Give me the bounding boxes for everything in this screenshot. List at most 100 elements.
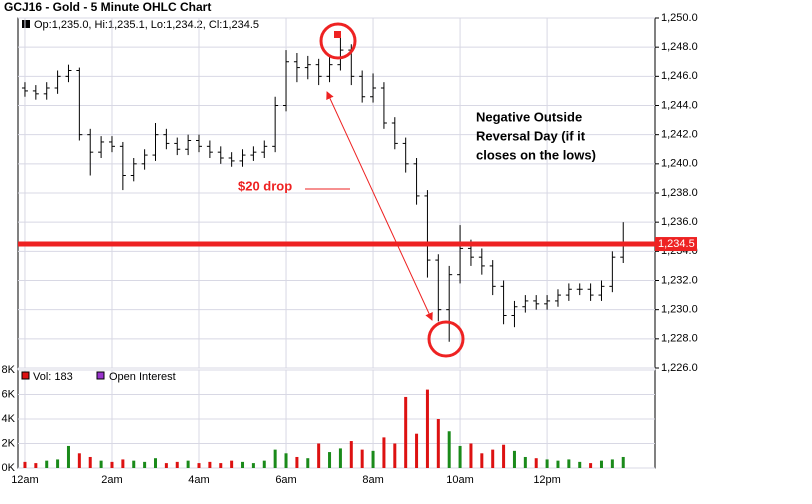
y-tick-label: 1,250.0 bbox=[661, 12, 698, 24]
highlight-circle bbox=[319, 22, 357, 60]
volume-bar bbox=[534, 458, 538, 468]
volume-tick-label: 4K bbox=[2, 413, 16, 425]
volume-bar bbox=[545, 459, 549, 468]
x-tick-label: 10am bbox=[446, 474, 474, 486]
x-tick-label: 2am bbox=[101, 474, 122, 486]
volume-bar bbox=[491, 449, 495, 468]
volume-tick-label: 2K bbox=[2, 437, 16, 449]
x-tick-label: 12pm bbox=[533, 474, 561, 486]
volume-bar bbox=[121, 459, 125, 468]
volume-bar bbox=[45, 460, 49, 468]
volume-bar bbox=[393, 443, 397, 468]
volume-tick-label: 8K bbox=[2, 364, 16, 376]
volume-bar bbox=[251, 463, 255, 468]
volume-bar bbox=[480, 453, 484, 468]
y-tick-label: 1,246.0 bbox=[661, 70, 698, 82]
volume-bar bbox=[556, 460, 560, 468]
volume-bar bbox=[295, 456, 299, 468]
volume-bar bbox=[349, 441, 353, 468]
volume-bar bbox=[273, 449, 277, 468]
volume-bar bbox=[153, 458, 157, 468]
volume-bar bbox=[502, 444, 506, 468]
volume-bar bbox=[338, 448, 342, 468]
volume-bar bbox=[175, 461, 179, 468]
volume-bar bbox=[306, 458, 310, 468]
volume-tick-label: 6K bbox=[2, 388, 16, 400]
y-tick-label: 1,236.0 bbox=[661, 216, 698, 228]
y-tick-label: 1,232.0 bbox=[661, 274, 698, 286]
volume-tick-label: 0K bbox=[2, 462, 16, 474]
volume-bar bbox=[132, 460, 136, 468]
reversal-note: Reversal Day (if it bbox=[476, 128, 586, 143]
highlight-circle bbox=[427, 320, 465, 358]
volume-bar bbox=[458, 445, 462, 468]
volume-bar bbox=[469, 443, 473, 468]
chart-title: GCJ16 - Gold - 5 Minute OHLC Chart bbox=[4, 0, 211, 14]
volume-bar bbox=[567, 459, 571, 468]
x-tick-label: 6am bbox=[275, 474, 296, 486]
volume-bar bbox=[371, 450, 375, 468]
volume-bar bbox=[66, 445, 70, 468]
volume-bar bbox=[88, 456, 92, 468]
volume-bar bbox=[56, 459, 60, 468]
volume-bar bbox=[404, 396, 408, 468]
volume-bar bbox=[523, 456, 527, 468]
volume-bar bbox=[219, 463, 223, 468]
x-tick-label: 8am bbox=[362, 474, 383, 486]
volume-bar bbox=[262, 460, 266, 468]
volume-bar bbox=[317, 443, 321, 468]
volume-bar bbox=[34, 463, 38, 468]
volume-bar bbox=[599, 460, 603, 468]
volume-bar bbox=[360, 449, 364, 468]
volume-bar bbox=[99, 460, 103, 468]
reversal-note: closes on the lows) bbox=[476, 147, 596, 162]
volume-bar bbox=[589, 463, 593, 468]
y-tick-label: 1,248.0 bbox=[661, 41, 698, 53]
legend-swatch bbox=[22, 20, 30, 28]
y-tick-label: 1,228.0 bbox=[661, 333, 698, 345]
volume-bar bbox=[621, 456, 625, 468]
oi-legend: Open Interest bbox=[109, 371, 176, 383]
volume-bar bbox=[512, 450, 516, 468]
volume-bar bbox=[230, 460, 234, 468]
volume-bar bbox=[284, 453, 288, 468]
volume-bar bbox=[110, 461, 114, 468]
y-tick-label: 1,240.0 bbox=[661, 158, 698, 170]
volume-bar bbox=[415, 433, 419, 468]
volume-bar bbox=[382, 437, 386, 468]
volume-bar bbox=[610, 459, 614, 468]
legend-swatch bbox=[21, 371, 30, 380]
volume-bar bbox=[436, 419, 440, 468]
y-tick-label: 1,226.0 bbox=[661, 362, 698, 374]
volume-bar bbox=[241, 461, 245, 468]
x-tick-label: 12am bbox=[11, 474, 39, 486]
volume-bar bbox=[197, 463, 201, 468]
y-tick-label: 1,242.0 bbox=[661, 129, 698, 141]
y-tick-label: 1,230.0 bbox=[661, 304, 698, 316]
y-tick-label: 1,234.0 bbox=[661, 245, 698, 257]
legend-text: Op:1,235.0, Hi:1,235.1, Lo:1,234.2, Cl:1… bbox=[34, 19, 259, 31]
volume-bar bbox=[164, 463, 168, 468]
volume-legend: Vol: 183 bbox=[33, 371, 73, 383]
volume-bar bbox=[328, 452, 332, 468]
volume-bar bbox=[23, 461, 27, 468]
last-price-label: 1,234.5 bbox=[658, 238, 695, 250]
volume-bar bbox=[425, 389, 429, 468]
reversal-note: Negative Outside bbox=[476, 109, 582, 124]
volume-bar bbox=[77, 453, 81, 468]
volume-bar bbox=[208, 461, 212, 468]
volume-bar bbox=[447, 431, 451, 468]
volume-bar bbox=[578, 461, 582, 468]
last-price-box bbox=[655, 237, 697, 252]
volume-bar bbox=[186, 460, 190, 468]
marker bbox=[334, 31, 341, 38]
drop-note: $20 drop bbox=[238, 178, 292, 193]
x-tick-label: 4am bbox=[188, 474, 209, 486]
legend-swatch bbox=[96, 371, 105, 380]
volume-bar bbox=[143, 461, 147, 468]
y-tick-label: 1,238.0 bbox=[661, 187, 698, 199]
y-tick-label: 1,244.0 bbox=[661, 99, 698, 111]
drop-arrow bbox=[326, 91, 433, 321]
